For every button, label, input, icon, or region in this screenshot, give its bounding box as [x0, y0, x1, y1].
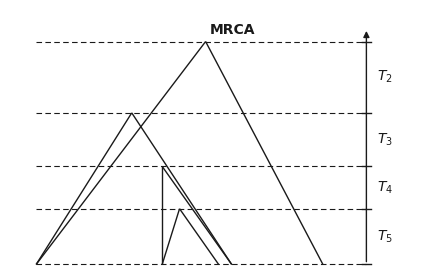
Text: $T_3$: $T_3$: [377, 131, 393, 148]
Text: MRCA: MRCA: [210, 23, 256, 37]
Text: $T_2$: $T_2$: [377, 69, 393, 85]
Text: $T_5$: $T_5$: [377, 229, 393, 245]
Text: $T_4$: $T_4$: [377, 179, 393, 196]
